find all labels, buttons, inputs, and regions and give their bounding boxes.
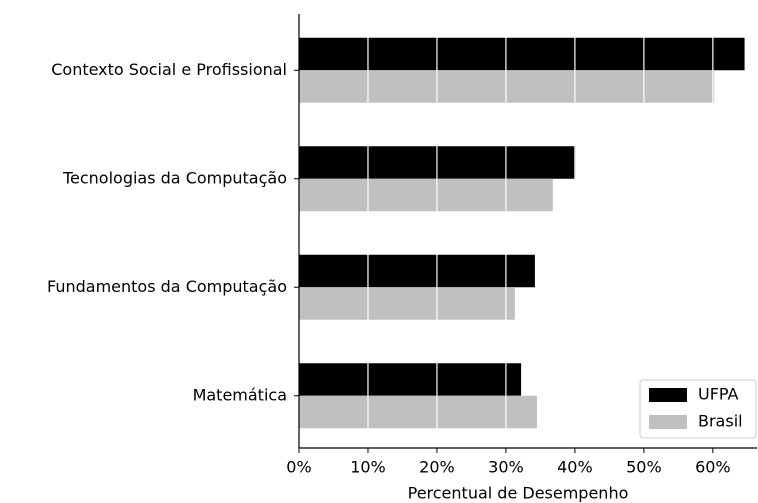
x-tick-label: 40% — [557, 458, 593, 477]
bar — [299, 178, 553, 212]
x-tick-label: 30% — [488, 458, 524, 477]
y-tick-label: Tecnologias da Computação — [62, 168, 287, 187]
y-tick-label: Matemática — [193, 385, 287, 404]
x-tick-label: 10% — [350, 458, 386, 477]
legend-label: UFPA — [698, 385, 739, 404]
y-tick-label: Contexto Social e Profissional — [51, 60, 287, 79]
x-tick-label: 50% — [626, 458, 662, 477]
bar — [299, 363, 522, 396]
x-tick-label: 20% — [419, 458, 455, 477]
x-tick-label: 60% — [695, 458, 731, 477]
legend-label: Brasil — [698, 412, 743, 431]
x-tick-label: 0% — [286, 458, 311, 477]
legend-swatch — [649, 415, 687, 429]
x-axis-label: Percentual de Desempenho — [408, 484, 629, 503]
legend-swatch — [649, 388, 687, 402]
bar — [299, 395, 537, 429]
bar — [299, 70, 715, 103]
bar — [299, 287, 515, 320]
bar — [299, 254, 535, 288]
y-tick-label: Fundamentos da Computação — [47, 277, 287, 296]
bar — [299, 37, 745, 71]
